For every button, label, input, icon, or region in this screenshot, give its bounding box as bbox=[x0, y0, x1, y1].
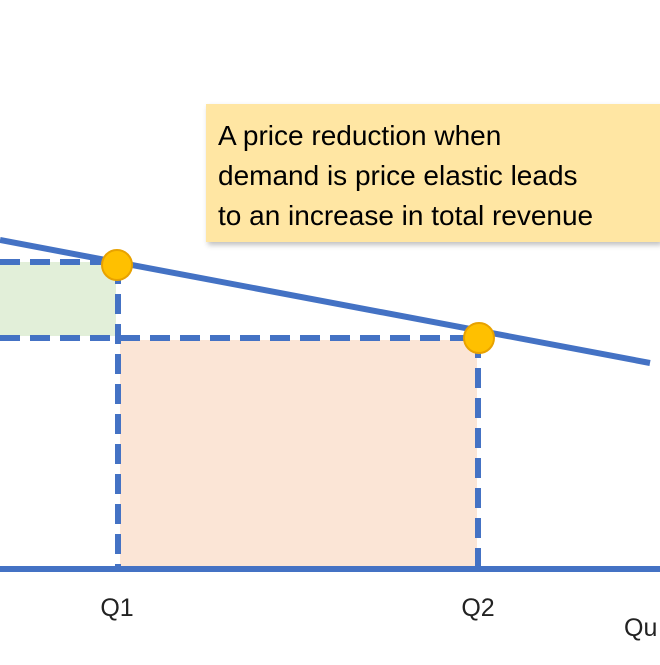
callout-line-1: A price reduction when bbox=[218, 120, 502, 151]
x-axis-label-partial: Qu bbox=[624, 614, 657, 642]
callout-line-2: demand is price elastic leads bbox=[218, 160, 578, 191]
revenue-q2-area bbox=[120, 340, 477, 568]
point-q2 bbox=[463, 322, 495, 354]
callout-box: A price reduction when demand is price e… bbox=[206, 104, 660, 242]
callout-line-3: to an increase in total revenue bbox=[218, 200, 594, 231]
tick-label-q1: Q1 bbox=[100, 594, 133, 622]
tick-label-q2: Q2 bbox=[461, 594, 494, 622]
revenue-gain-area bbox=[0, 262, 116, 336]
point-q1 bbox=[101, 249, 133, 281]
